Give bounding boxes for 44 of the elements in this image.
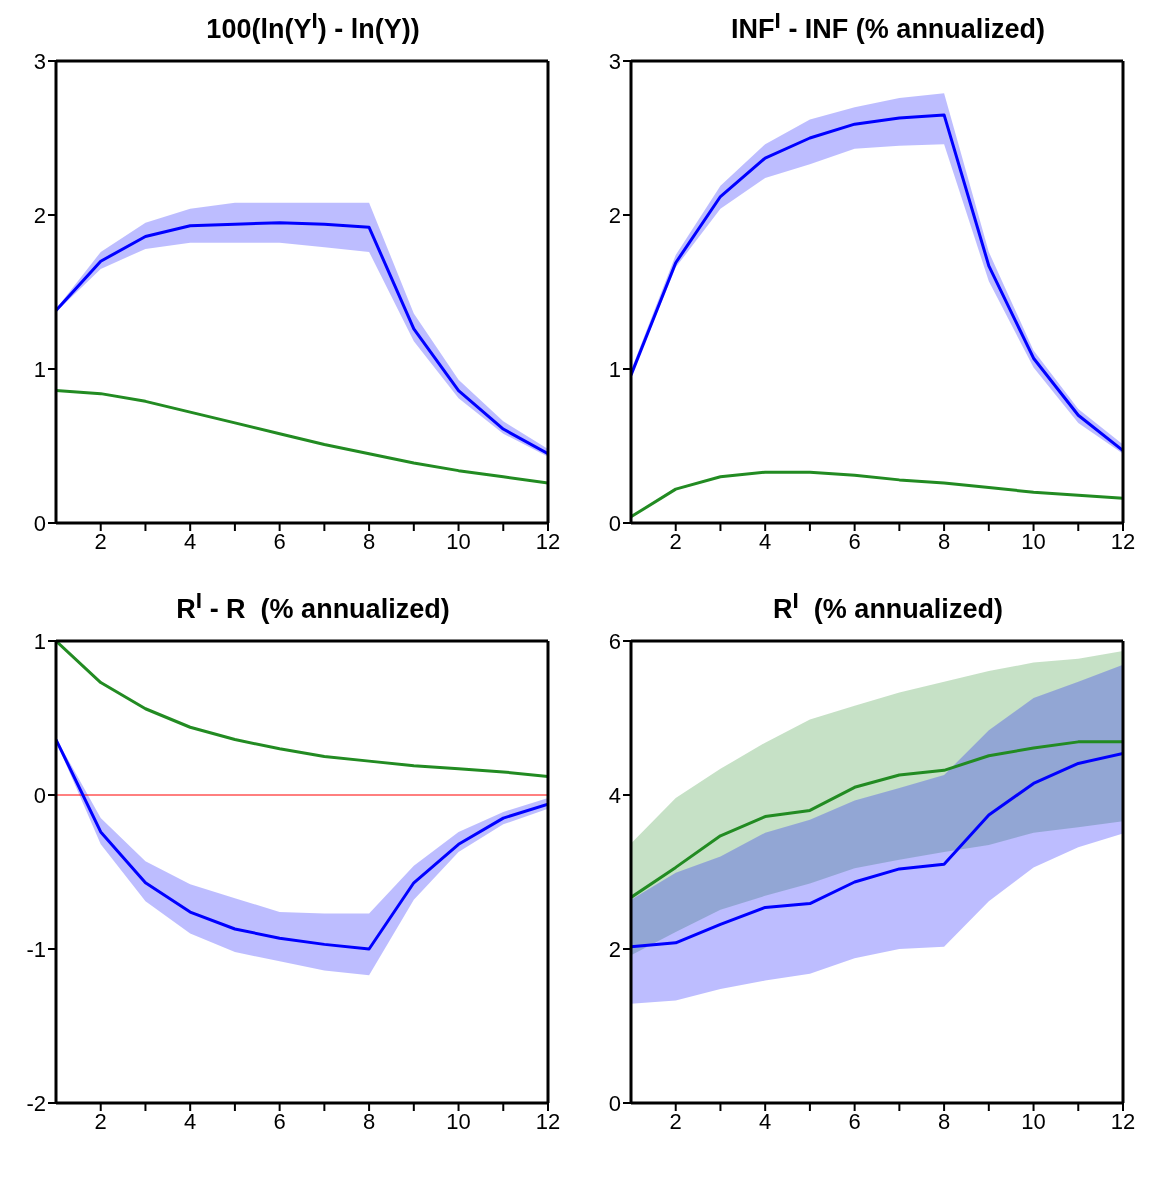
y-tick-label: 4 — [608, 782, 621, 808]
y-tick-label: 3 — [33, 48, 46, 74]
x-tick-label: 6 — [848, 528, 861, 554]
x-tick-label: 4 — [759, 1108, 772, 1134]
x-tick-label: 4 — [184, 528, 197, 554]
x-tick-label: 2 — [669, 528, 682, 554]
x-tick-label: 8 — [362, 528, 376, 554]
y-tick-label: 0 — [608, 510, 621, 536]
chart-title: R$^{I}$ - R (% annualized) — [175, 588, 451, 626]
x-tick-label: 6 — [273, 1108, 286, 1134]
y-tick-label: -2 — [26, 1090, 46, 1116]
y-tick-label: 2 — [33, 202, 46, 228]
y-tick-label: 2 — [608, 202, 621, 228]
chart-title: 100(ln(Y$^{I}$) - ln(Y)) — [205, 8, 421, 46]
y-tick-label: 6 — [608, 628, 621, 654]
x-tick-label: 10 — [1021, 528, 1046, 554]
x-tick-label: 12 — [535, 1108, 561, 1134]
chart-title: R$^{I}$ (% annualized) — [772, 588, 1004, 626]
x-tick-label: 4 — [184, 1108, 197, 1134]
y-tick-label: 0 — [33, 510, 46, 536]
x-tick-label: 8 — [937, 1108, 951, 1134]
y-tick-label: 0 — [33, 782, 46, 808]
y-tick-label: 1 — [33, 628, 46, 654]
x-tick-label: 12 — [1110, 1108, 1136, 1134]
y-tick-label: 1 — [33, 356, 46, 382]
x-tick-label: 10 — [446, 1108, 471, 1134]
x-tick-label: 2 — [669, 1108, 682, 1134]
x-tick-label: 8 — [362, 1108, 376, 1134]
x-tick-label: 8 — [937, 528, 951, 554]
x-tick-label: 6 — [273, 528, 286, 554]
chart-title: INF$^{I}$ - INF (% annualized) — [730, 8, 1046, 46]
x-tick-label: 12 — [1110, 528, 1136, 554]
y-tick-label: 1 — [608, 356, 621, 382]
x-tick-label: 4 — [759, 528, 772, 554]
y-tick-label: 3 — [608, 48, 621, 74]
y-tick-label: 0 — [608, 1090, 621, 1116]
x-tick-label: 10 — [1021, 1108, 1046, 1134]
x-tick-label: 6 — [848, 1108, 861, 1134]
y-tick-label: 2 — [608, 936, 621, 962]
x-tick-label: 12 — [535, 528, 561, 554]
y-tick-label: -1 — [26, 936, 46, 962]
x-tick-label: 10 — [446, 528, 471, 554]
x-tick-label: 2 — [94, 528, 107, 554]
x-tick-label: 2 — [94, 1108, 107, 1134]
